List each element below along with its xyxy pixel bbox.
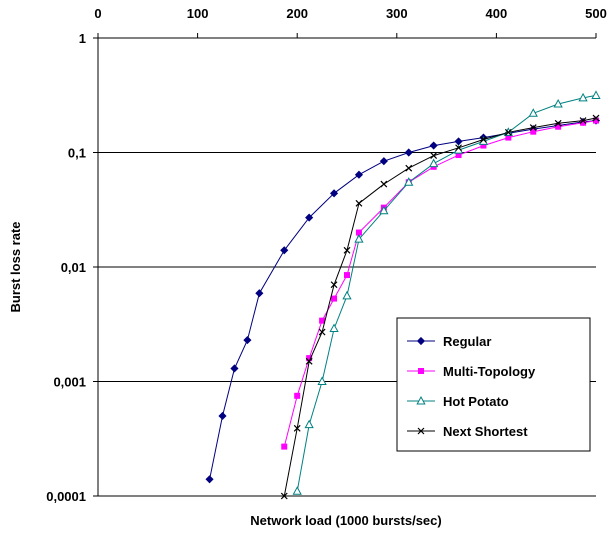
legend-box [396,317,591,452]
data-point [354,170,364,179]
data-point [553,98,563,108]
data-point [205,475,214,484]
data-point [329,189,339,198]
data-point [480,136,487,143]
x-tick-label: 0 [94,6,101,21]
x-tick-label: 200 [286,6,308,21]
legend-label: Next Shortest [443,424,528,439]
data-point [342,290,352,300]
data-point [591,90,601,99]
series-hot-potato [292,90,601,495]
legend-item: Regular [407,334,491,349]
data-point [505,134,512,141]
data-point [317,376,327,385]
data-point [529,124,537,132]
data-point [230,364,239,373]
data-point [405,164,413,172]
data-point [306,355,313,362]
data-point [255,289,264,298]
legend-item: Multi-Topology [407,364,536,379]
data-point [528,108,538,117]
data-point [430,152,438,160]
data-point [380,180,388,188]
data-point [554,119,562,127]
data-point [429,141,438,150]
data-point [243,336,252,345]
data-point [592,114,600,122]
data-point [305,357,313,365]
data-point [281,443,288,450]
data-point [344,272,350,279]
data-point [578,92,588,102]
data-point [304,419,314,429]
data-point [329,323,339,333]
data-point [379,205,389,215]
plot-area [205,90,601,500]
data-point [404,177,414,186]
data-point [355,229,362,236]
data-point [404,148,413,157]
data-point [280,246,289,255]
data-point [343,246,351,254]
legend-swatch-marker [418,368,424,374]
x-tick-label: 100 [187,6,209,21]
legend-label: Multi-Topology [443,364,536,379]
y-tick-label: 1 [79,31,86,46]
legend-swatch-marker [416,336,426,346]
data-point [593,117,599,124]
data-point [330,281,338,289]
data-point [579,117,587,125]
axes [93,33,597,497]
data-point [429,158,439,168]
data-point [294,392,301,399]
data-point [354,234,364,243]
data-point [454,137,463,146]
data-point [555,123,562,130]
data-point [218,411,227,421]
x-tick-labels: 0 100 200 300 400 500 [94,6,606,21]
data-point [319,317,326,324]
data-point [331,295,338,302]
data-point [504,128,512,136]
legend: Regular Multi-Topology Hot Potato Next Shor… [396,317,591,452]
legend-item: Hot Potato [407,394,509,409]
data-point [530,128,537,135]
legend-item: Next Shortest [407,424,528,439]
legend-label: Hot Potato [443,394,509,409]
x-tick-label: 400 [486,6,508,21]
y-tick-labels: 1 0,1 0,01 0,001 0,0001 [46,31,86,504]
data-point [305,213,314,222]
data-point [280,492,288,500]
legend-label: Regular [443,334,491,349]
data-point [355,199,363,207]
x-axis-title: Network load (1000 bursts/sec) [250,513,441,528]
data-point [455,144,462,152]
data-point [455,152,462,159]
data-point [379,157,388,166]
data-point [318,328,326,336]
x-tick-label: 300 [386,6,408,21]
data-point [292,486,302,495]
series-line [296,94,597,492]
y-tick-label: 0,1 [68,146,86,161]
y-axis-title: Burst loss rate [8,221,23,312]
y-tick-label: 0,01 [61,260,86,275]
data-point [293,424,301,432]
series-layer [205,90,601,500]
y-tick-label: 0,0001 [46,489,86,504]
data-point [480,142,487,149]
y-tick-label: 0,001 [53,375,86,390]
series-next-shortest [280,114,600,500]
legend-swatch-marker [417,427,425,435]
data-point [580,119,587,126]
legend-swatch-marker [416,395,426,405]
x-tick-label: 500 [585,6,607,21]
